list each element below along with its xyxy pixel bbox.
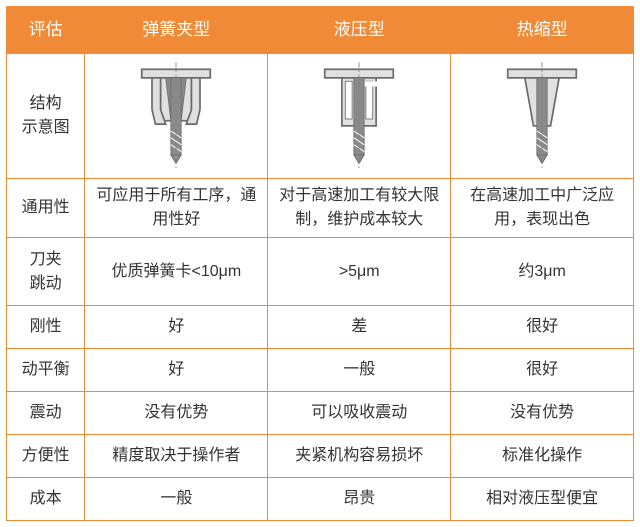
table-cell (451, 53, 634, 178)
header-cell-0: 评估 (7, 7, 85, 54)
comparison-table: 评估 弹簧夹型 液压型 热缩型 结构示意图 (6, 6, 634, 521)
row-label: 成本 (7, 478, 85, 521)
table-cell: 一般 (85, 478, 268, 521)
table-cell: 差 (268, 306, 451, 349)
table-row: 刚性好差很好 (7, 306, 634, 349)
table-cell: 可以吸收震动 (268, 392, 451, 435)
header-cell-1: 弹簧夹型 (85, 7, 268, 54)
table-cell: 好 (85, 349, 268, 392)
table-cell: 优质弹簧卡<10μm (85, 238, 268, 306)
row-label: 刚性 (7, 306, 85, 349)
table-cell: 没有优势 (451, 392, 634, 435)
row-label: 动平衡 (7, 349, 85, 392)
table-cell: 精度取决于操作者 (85, 435, 268, 478)
table-cell: 很好 (451, 306, 634, 349)
table-cell: 标准化操作 (451, 435, 634, 478)
table-cell: 一般 (268, 349, 451, 392)
row-label: 震动 (7, 392, 85, 435)
table-cell: 相对液压型便宜 (451, 478, 634, 521)
table-cell (268, 53, 451, 178)
table-cell: 没有优势 (85, 392, 268, 435)
table-cell: 很好 (451, 349, 634, 392)
table-row: 震动没有优势可以吸收震动没有优势 (7, 392, 634, 435)
row-label: 刀夹跳动 (7, 238, 85, 306)
holder-diagram-C (482, 61, 602, 171)
table-row: 动平衡好一般很好 (7, 349, 634, 392)
table-cell: 约3μm (451, 238, 634, 306)
table-cell: 昂贵 (268, 478, 451, 521)
table-row: 通用性可应用于所有工序，通用性好对于高速加工有较大限制，维护成本较大在高速加工中… (7, 178, 634, 238)
table-wrapper: 评估 弹簧夹型 液压型 热缩型 结构示意图 (0, 0, 640, 527)
table-cell: 对于高速加工有较大限制，维护成本较大 (268, 178, 451, 238)
table-row: 方便性精度取决于操作者夹紧机构容易损坏标准化操作 (7, 435, 634, 478)
header-row: 评估 弹簧夹型 液压型 热缩型 (7, 7, 634, 54)
row-label: 通用性 (7, 178, 85, 238)
table-cell (85, 53, 268, 178)
table-row: 结构示意图 (7, 53, 634, 178)
row-label: 结构示意图 (7, 53, 85, 178)
table-cell: >5μm (268, 238, 451, 306)
table-cell: 在高速加工中广泛应用，表现出色 (451, 178, 634, 238)
holder-diagram-B (299, 61, 419, 171)
table-cell: 可应用于所有工序，通用性好 (85, 178, 268, 238)
header-cell-3: 热缩型 (451, 7, 634, 54)
table-cell: 夹紧机构容易损坏 (268, 435, 451, 478)
table-cell: 好 (85, 306, 268, 349)
header-cell-2: 液压型 (268, 7, 451, 54)
holder-diagram-A (116, 61, 236, 171)
table-row: 刀夹跳动优质弹簧卡<10μm>5μm约3μm (7, 238, 634, 306)
row-label: 方便性 (7, 435, 85, 478)
table-row: 成本一般昂贵相对液压型便宜 (7, 478, 634, 521)
